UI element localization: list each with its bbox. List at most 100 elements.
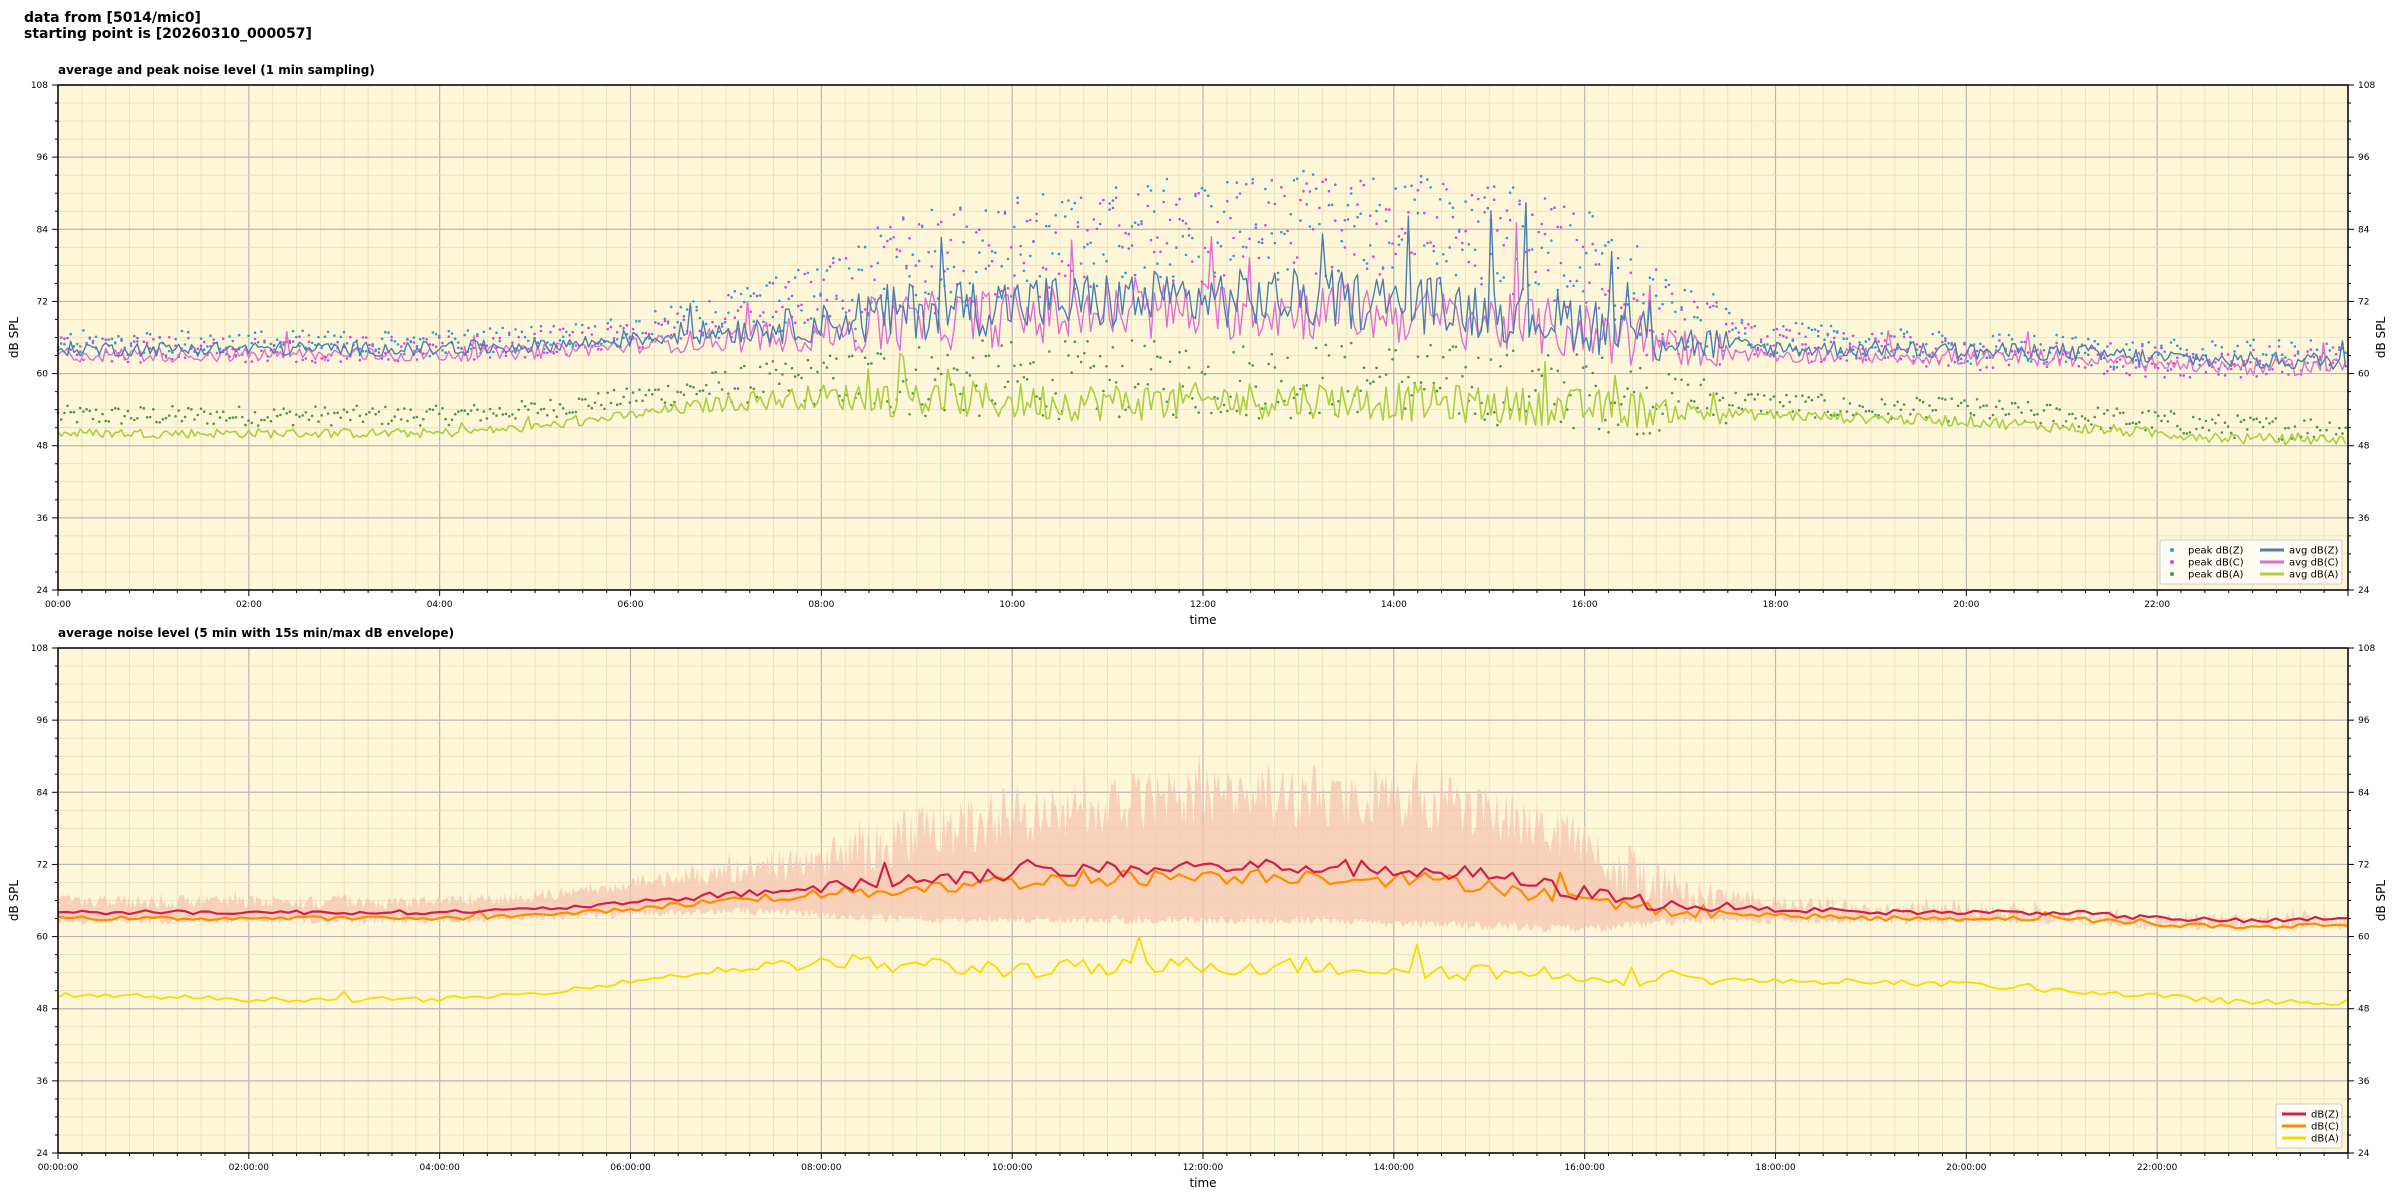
scatter-point (1137, 223, 1140, 227)
scatter-point (2071, 357, 2074, 361)
scatter-point (1025, 219, 1029, 223)
scatter-point (1505, 353, 1509, 357)
scatter-point (1130, 244, 1134, 247)
scatter-point (2211, 418, 2214, 421)
scatter-point (1534, 281, 1537, 284)
scatter-point (1505, 209, 1509, 212)
scatter-point (1378, 203, 1382, 207)
scatter-point (1241, 345, 1245, 348)
scatter-point (1797, 332, 1801, 335)
scatter-point (882, 357, 886, 360)
scatter-point (765, 362, 768, 366)
y-tick-label-left: 48 (37, 1005, 49, 1015)
scatter-point (63, 342, 66, 346)
scatter-point (1851, 334, 1855, 338)
scatter-point (1365, 267, 1369, 271)
y-tick-label-left: 96 (37, 716, 49, 726)
scatter-point (212, 338, 215, 341)
scatter-point (593, 401, 597, 405)
scatter-point (187, 330, 190, 334)
scatter-point (1260, 407, 1264, 410)
scatter-point (1724, 421, 1728, 425)
scatter-point (1902, 335, 1906, 339)
scatter-point (1267, 362, 1270, 366)
scatter-point (854, 327, 857, 331)
scatter-point (167, 336, 171, 339)
scatter-point (628, 401, 632, 404)
scatter-point (1839, 350, 1842, 354)
scatter-point (965, 225, 968, 228)
scatter-point (339, 416, 343, 420)
scatter-point (685, 383, 689, 387)
scatter-point (1156, 355, 1159, 359)
scatter-point (1979, 368, 1982, 372)
scatter-point (1210, 204, 1213, 208)
scatter-point (1899, 328, 1903, 331)
scatter-point (1372, 380, 1375, 384)
scatter-point (1979, 406, 1982, 409)
scatter-point (975, 270, 978, 274)
scatter-point (69, 332, 72, 336)
scatter-point (129, 344, 133, 348)
scatter-point (1915, 396, 1919, 400)
scatter-point (1003, 385, 1007, 389)
scatter-point (1302, 169, 1305, 173)
scatter-point (606, 322, 609, 325)
scatter-point (2156, 414, 2160, 418)
scatter-point (1585, 301, 1588, 304)
scatter-point (1032, 239, 1035, 243)
scatter-point (2169, 341, 2173, 344)
scatter-point (1337, 269, 1340, 272)
scatter-point (1448, 348, 1451, 352)
scatter-point (1009, 340, 1013, 344)
scatter-point (2255, 375, 2258, 378)
scatter-point (1369, 214, 1372, 218)
scatter-point (2226, 425, 2230, 428)
scatter-point (2020, 340, 2023, 344)
y-tick-label-left: 48 (37, 442, 49, 452)
scatter-point (2338, 348, 2341, 352)
scatter-point (2176, 356, 2179, 360)
scatter-point (1743, 332, 1747, 335)
scatter-point (1893, 404, 1896, 407)
scatter-point (606, 327, 609, 331)
scatter-point (152, 408, 155, 411)
scatter-point (368, 410, 371, 414)
scatter-point (949, 290, 953, 294)
scatter-point (288, 339, 292, 343)
scatter-point (1232, 254, 1235, 258)
scatter-point (2141, 344, 2144, 348)
scatter-point (75, 342, 79, 346)
scatter-point (1918, 398, 1922, 402)
x-tick-label: 10:00 (999, 600, 1025, 610)
scatter-point (488, 356, 492, 359)
scatter-point (1248, 237, 1251, 241)
scatter-point (898, 390, 902, 394)
scatter-point (2144, 375, 2147, 378)
scatter-point (1057, 272, 1061, 276)
scatter-point (1772, 395, 1776, 398)
scatter-point (1724, 322, 1728, 326)
scatter-point (631, 391, 635, 394)
y-tick-label-left: 24 (37, 586, 49, 596)
scatter-point (838, 394, 841, 398)
scatter-point (1566, 285, 1569, 288)
scatter-point (987, 354, 991, 358)
scatter-point (1877, 340, 1880, 343)
scatter-point (638, 319, 641, 323)
scatter-point (1734, 326, 1737, 330)
scatter-point (876, 226, 880, 229)
scatter-point (107, 338, 111, 341)
scatter-point (2125, 372, 2128, 375)
scatter-point (940, 220, 943, 224)
scatter-point (1817, 395, 1820, 399)
legend-box (2159, 539, 2343, 585)
scatter-point (654, 388, 657, 392)
scatter-point (927, 292, 930, 296)
scatter-point (1546, 354, 1550, 357)
scatter-point (1273, 366, 1277, 369)
scatter-point (1133, 221, 1137, 224)
legend-label: peak dB(Z) (2188, 546, 2244, 557)
scatter-point (1365, 262, 1369, 265)
scatter-point (1289, 241, 1293, 245)
